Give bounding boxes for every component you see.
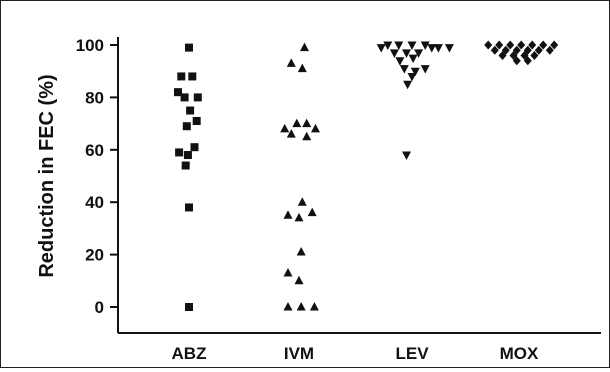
y-tick-label: 60: [85, 141, 104, 160]
y-tick-label: 0: [95, 298, 104, 317]
data-point-triangle-down: [376, 44, 386, 53]
data-point-diamond: [523, 56, 532, 66]
y-tick-label: 40: [85, 193, 104, 212]
data-point-square: [185, 43, 193, 52]
data-point-diamond: [550, 40, 559, 50]
data-point-square: [174, 88, 182, 97]
data-point-diamond: [498, 50, 507, 60]
data-point-triangle-up: [309, 302, 319, 311]
y-tick-label: 80: [85, 88, 104, 107]
data-point-diamond: [495, 40, 504, 50]
data-point-triangle-up: [286, 129, 296, 138]
data-point-triangle-up: [286, 58, 296, 67]
data-point-square: [192, 116, 201, 125]
data-point-triangle-down: [407, 72, 417, 82]
data-point-triangle-up: [294, 275, 304, 285]
data-point-triangle-up: [296, 302, 306, 311]
x-axis: ABZ IVM LEV MOX: [118, 332, 601, 363]
data-point-triangle-down: [394, 41, 404, 50]
data-point-square: [181, 161, 190, 170]
data-point-diamond: [530, 50, 539, 60]
data-point-diamond: [534, 45, 543, 55]
data-point-triangle-up: [296, 246, 306, 256]
data-point-diamond: [545, 45, 554, 55]
y-axis-title: Reduction in FEC (%): [36, 74, 58, 277]
data-point-triangle-up: [280, 123, 290, 133]
data-point-square: [182, 122, 191, 131]
data-point-triangle-up: [311, 123, 320, 133]
data-point-diamond: [512, 56, 521, 66]
data-point-diamond: [528, 40, 537, 50]
data-point-triangle-down: [402, 151, 411, 161]
data-point-square: [193, 93, 202, 102]
x-category-label: IVM: [284, 344, 314, 363]
data-point-diamond: [539, 40, 548, 50]
data-point-square: [185, 303, 193, 311]
data-point-triangle-up: [302, 131, 312, 141]
data-point-triangle-up: [294, 212, 304, 222]
data-point-triangle-down: [414, 49, 424, 58]
data-point-diamond: [506, 40, 515, 50]
data-point-triangle-up: [283, 267, 293, 277]
data-point-triangle-down: [399, 65, 409, 74]
data-point-triangle-up: [283, 210, 293, 219]
data-point-triangle-up: [283, 302, 293, 311]
data-point-square: [188, 72, 197, 81]
data-point-diamond: [517, 40, 526, 50]
x-category-label: ABZ: [172, 344, 207, 363]
data-point-triangle-down: [407, 41, 417, 50]
data-point-triangle-up: [302, 118, 312, 128]
y-axis: 0 20 40 60 80 100: [76, 36, 119, 333]
data-point-triangle-down: [410, 67, 420, 77]
data-point-diamond: [490, 45, 499, 55]
x-category-label: LEV: [395, 344, 429, 363]
data-point-triangle-down: [408, 54, 418, 64]
data-point-triangle-down: [420, 65, 430, 74]
data-point-square: [185, 203, 193, 212]
data-point-triangle-up: [297, 197, 307, 206]
data-point-diamond: [484, 40, 493, 50]
data-point-square: [190, 143, 199, 152]
data-point-triangle-up: [307, 207, 317, 217]
data-point-triangle-down: [427, 44, 437, 53]
data-point-triangle-down: [433, 44, 443, 53]
data-point-triangle-down: [395, 57, 405, 66]
y-tick-label: 20: [85, 246, 104, 265]
data-point-square: [175, 148, 184, 157]
data-point-triangle-up: [292, 118, 302, 128]
data-point-triangle-down: [403, 80, 413, 90]
data-points: [174, 40, 559, 311]
data-point-square: [183, 151, 192, 160]
data-point-triangle-down: [420, 41, 430, 50]
data-point-triangle-down: [383, 41, 393, 50]
y-tick-label: 100: [76, 36, 104, 55]
data-point-square: [186, 106, 195, 115]
data-point-triangle-down: [402, 49, 411, 58]
x-category-label: MOX: [500, 344, 539, 363]
data-point-triangle-up: [300, 42, 309, 52]
data-point-square: [177, 72, 186, 81]
data-point-triangle-down: [389, 49, 399, 58]
data-point-triangle-down: [444, 44, 454, 53]
data-point-square: [180, 93, 189, 102]
data-point-triangle-up: [297, 63, 307, 73]
